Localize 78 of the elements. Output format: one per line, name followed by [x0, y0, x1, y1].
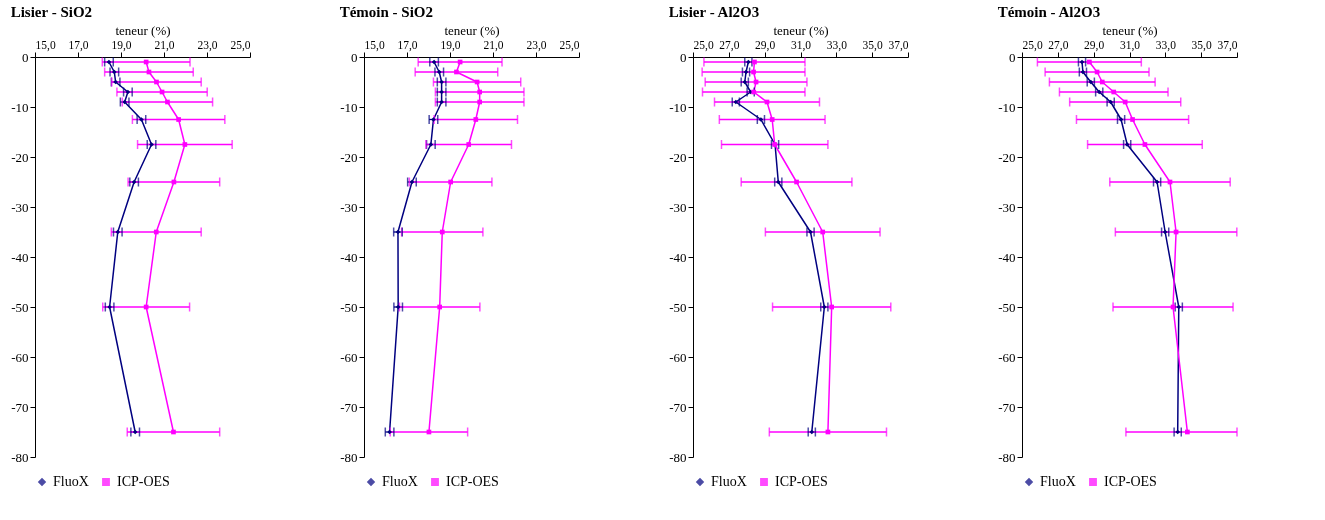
x-tick-label: 29,0: [755, 38, 776, 52]
y-tick-label: -10: [998, 99, 1016, 115]
x-tick-label: 25,0: [559, 38, 580, 52]
legend-label: FluoX: [1040, 474, 1076, 489]
y-tick-label: -80: [669, 449, 687, 465]
y-tick-label: -20: [669, 149, 687, 165]
y-tick-label: -80: [11, 449, 29, 465]
x-tick-label: 33,0: [826, 38, 848, 52]
x-tick-label: 37,0: [1217, 38, 1238, 52]
y-tick-label: -10: [340, 99, 358, 115]
y-tick-label: -40: [998, 249, 1016, 265]
y-tick-label: 0: [351, 49, 358, 65]
x-tick-label: 31,0: [790, 38, 812, 52]
x-tick-label: 23,0: [197, 38, 218, 52]
legend-label: FluoX: [711, 474, 747, 489]
legend-label: ICP-OES: [775, 474, 828, 489]
y-tick-label: -20: [998, 149, 1016, 165]
y-tick-label: 0: [22, 49, 29, 65]
x-axis-title: teneur (%): [444, 22, 500, 38]
legend-label: FluoX: [53, 474, 89, 489]
y-tick-label: -80: [340, 449, 358, 465]
x-tick-label: 35,0: [1191, 38, 1212, 52]
chart-title: Lisier - Al2O3: [668, 4, 760, 20]
y-tick-label: -50: [340, 299, 358, 315]
x-tick-label: 19,0: [111, 38, 132, 52]
y-tick-label: -60: [11, 349, 29, 365]
x-tick-label: 19,0: [440, 38, 461, 52]
y-tick-label: -50: [669, 299, 687, 315]
x-tick-label: 31,0: [1119, 38, 1141, 52]
x-tick-label: 17,0: [68, 38, 89, 52]
y-tick-label: -40: [669, 249, 687, 265]
x-tick-label: 21,0: [483, 38, 504, 52]
y-tick-label: -40: [11, 249, 29, 265]
x-axis-title: teneur (%): [1102, 22, 1158, 38]
x-tick-label: 25,0: [230, 38, 251, 52]
x-tick-label: 25,0: [1022, 38, 1043, 52]
y-tick-label: -30: [998, 199, 1016, 215]
y-tick-label: -30: [11, 199, 29, 215]
chart-title: Témoin - Al2O3: [997, 4, 1101, 20]
y-tick-label: -80: [998, 449, 1016, 465]
y-tick-label: -40: [340, 249, 358, 265]
y-tick-label: -30: [340, 199, 358, 215]
y-tick-label: -10: [11, 99, 29, 115]
x-tick-label: 27,0: [719, 38, 740, 52]
chart-title: Témoin - SiO2: [339, 4, 434, 20]
y-tick-label: -70: [11, 399, 29, 415]
legend-label: ICP-OES: [117, 474, 170, 489]
x-tick-label: 15,0: [35, 38, 56, 52]
y-tick-label: -60: [340, 349, 358, 365]
y-tick-label: -70: [998, 399, 1016, 415]
y-tick-label: -70: [340, 399, 358, 415]
x-tick-label: 29,0: [1084, 38, 1105, 52]
y-tick-label: -70: [669, 399, 687, 415]
y-tick-label: -20: [11, 149, 29, 165]
y-tick-label: -50: [11, 299, 29, 315]
x-axis-title: teneur (%): [773, 22, 829, 38]
x-tick-label: 21,0: [154, 38, 175, 52]
x-axis-title: teneur (%): [115, 22, 171, 38]
y-tick-label: 0: [1009, 49, 1016, 65]
x-tick-label: 17,0: [397, 38, 418, 52]
y-tick-label: -60: [998, 349, 1016, 365]
chart-title: Lisier - SiO2: [10, 4, 93, 20]
y-tick-label: -50: [998, 299, 1016, 315]
y-tick-label: 0: [680, 49, 687, 65]
y-tick-label: -20: [340, 149, 358, 165]
x-tick-label: 15,0: [364, 38, 385, 52]
y-tick-label: -30: [669, 199, 687, 215]
x-tick-label: 33,0: [1155, 38, 1177, 52]
x-tick-label: 37,0: [888, 38, 909, 52]
legend-label: ICP-OES: [1104, 474, 1157, 489]
x-tick-label: 27,0: [1048, 38, 1069, 52]
x-tick-label: 25,0: [693, 38, 714, 52]
y-tick-label: -60: [669, 349, 687, 365]
x-tick-label: 23,0: [526, 38, 547, 52]
legend-label: FluoX: [382, 474, 418, 489]
y-tick-label: -10: [669, 99, 687, 115]
legend-label: ICP-OES: [446, 474, 499, 489]
x-tick-label: 35,0: [862, 38, 883, 52]
